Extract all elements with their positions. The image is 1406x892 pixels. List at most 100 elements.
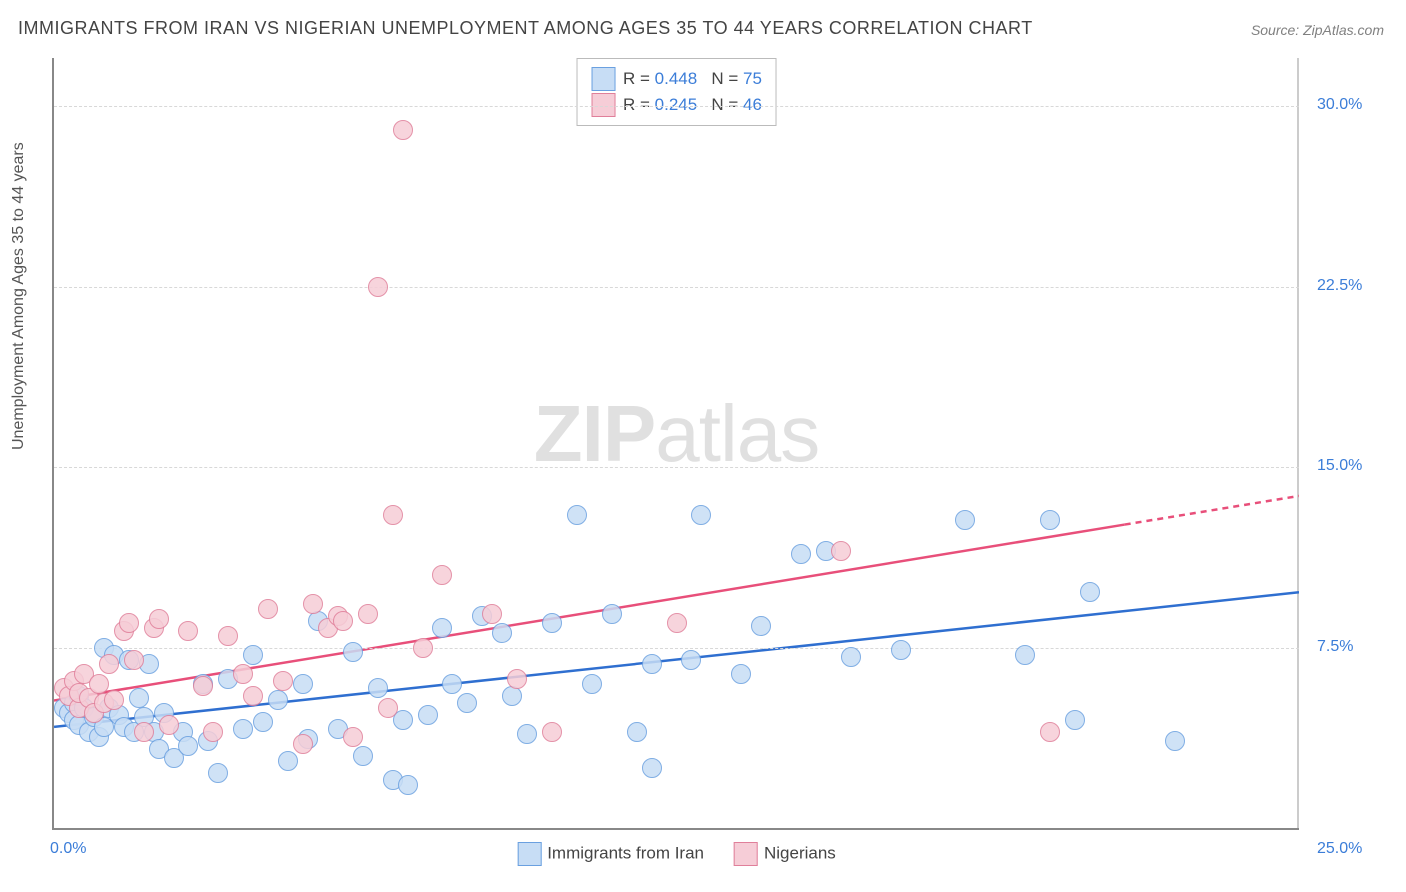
scatter-point bbox=[218, 626, 238, 646]
scatter-point bbox=[1040, 722, 1060, 742]
scatter-point bbox=[383, 505, 403, 525]
scatter-point bbox=[243, 645, 263, 665]
legend-swatch bbox=[517, 842, 541, 866]
scatter-point bbox=[333, 611, 353, 631]
scatter-point bbox=[358, 604, 378, 624]
scatter-point bbox=[104, 690, 124, 710]
scatter-point bbox=[1165, 731, 1185, 751]
scatter-plot-area: ZIPatlas R = 0.448 N = 75 R = 0.245 N = 4… bbox=[52, 58, 1299, 830]
scatter-point bbox=[393, 120, 413, 140]
legend-stats: R = 0.245 N = 46 bbox=[623, 95, 762, 115]
chart-title: IMMIGRANTS FROM IRAN VS NIGERIAN UNEMPLO… bbox=[18, 18, 1033, 39]
scatter-point bbox=[273, 671, 293, 691]
correlation-legend: R = 0.448 N = 75 R = 0.245 N = 46 bbox=[576, 58, 777, 126]
scatter-point bbox=[955, 510, 975, 530]
scatter-point bbox=[203, 722, 223, 742]
scatter-point bbox=[278, 751, 298, 771]
scatter-point bbox=[1040, 510, 1060, 530]
scatter-point bbox=[303, 594, 323, 614]
gridline-horizontal bbox=[54, 467, 1299, 468]
y-tick-label: 30.0% bbox=[1317, 96, 1362, 114]
scatter-point bbox=[413, 638, 433, 658]
trend-line bbox=[54, 592, 1299, 727]
scatter-point bbox=[253, 712, 273, 732]
scatter-point bbox=[124, 650, 144, 670]
scatter-point bbox=[353, 746, 373, 766]
legend-row: R = 0.448 N = 75 bbox=[591, 67, 762, 91]
scatter-point bbox=[368, 277, 388, 297]
scatter-point bbox=[119, 613, 139, 633]
scatter-point bbox=[243, 686, 263, 706]
gridline-horizontal bbox=[54, 648, 1299, 649]
scatter-point bbox=[627, 722, 647, 742]
x-tick-label: 25.0% bbox=[1317, 840, 1362, 858]
scatter-point bbox=[149, 609, 169, 629]
scatter-point bbox=[891, 640, 911, 660]
legend-stats: R = 0.448 N = 75 bbox=[623, 69, 762, 89]
scatter-point bbox=[1080, 582, 1100, 602]
watermark-bold: ZIP bbox=[534, 389, 655, 478]
scatter-point bbox=[432, 618, 452, 638]
legend-item: Nigerians bbox=[734, 842, 836, 866]
scatter-point bbox=[99, 654, 119, 674]
scatter-point bbox=[492, 623, 512, 643]
series-legend: Immigrants from Iran Nigerians bbox=[517, 842, 836, 866]
scatter-point bbox=[208, 763, 228, 783]
scatter-point bbox=[343, 642, 363, 662]
scatter-point bbox=[517, 724, 537, 744]
scatter-point bbox=[457, 693, 477, 713]
y-axis-label: Unemployment Among Ages 35 to 44 years bbox=[10, 142, 28, 450]
watermark: ZIPatlas bbox=[534, 388, 819, 480]
scatter-point bbox=[129, 688, 149, 708]
scatter-point bbox=[442, 674, 462, 694]
legend-label: Nigerians bbox=[764, 843, 836, 862]
scatter-point bbox=[159, 715, 179, 735]
y-tick-label: 7.5% bbox=[1317, 638, 1353, 656]
scatter-point bbox=[567, 505, 587, 525]
scatter-point bbox=[602, 604, 622, 624]
scatter-point bbox=[89, 674, 109, 694]
scatter-point bbox=[193, 676, 213, 696]
scatter-point bbox=[368, 678, 388, 698]
scatter-point bbox=[482, 604, 502, 624]
scatter-point bbox=[542, 613, 562, 633]
scatter-point bbox=[582, 674, 602, 694]
scatter-point bbox=[751, 616, 771, 636]
right-axis-border bbox=[1297, 58, 1299, 828]
scatter-point bbox=[791, 544, 811, 564]
chart-svg-overlay bbox=[54, 58, 1299, 828]
scatter-point bbox=[502, 686, 522, 706]
scatter-point bbox=[418, 705, 438, 725]
scatter-point bbox=[542, 722, 562, 742]
scatter-point bbox=[134, 722, 154, 742]
scatter-point bbox=[1065, 710, 1085, 730]
scatter-point bbox=[378, 698, 398, 718]
scatter-point bbox=[681, 650, 701, 670]
scatter-point bbox=[268, 690, 288, 710]
scatter-point bbox=[258, 599, 278, 619]
gridline-horizontal bbox=[54, 106, 1299, 107]
gridline-horizontal bbox=[54, 287, 1299, 288]
scatter-point bbox=[178, 621, 198, 641]
scatter-point bbox=[507, 669, 527, 689]
scatter-point bbox=[178, 736, 198, 756]
scatter-point bbox=[667, 613, 687, 633]
watermark-light: atlas bbox=[655, 389, 819, 478]
scatter-point bbox=[642, 654, 662, 674]
scatter-point bbox=[1015, 645, 1035, 665]
source-attribution: Source: ZipAtlas.com bbox=[1251, 22, 1384, 38]
trend-line-dashed bbox=[1125, 496, 1299, 525]
legend-swatch bbox=[591, 67, 615, 91]
scatter-point bbox=[233, 664, 253, 684]
scatter-point bbox=[398, 775, 418, 795]
scatter-point bbox=[831, 541, 851, 561]
scatter-point bbox=[432, 565, 452, 585]
scatter-point bbox=[642, 758, 662, 778]
x-tick-label: 0.0% bbox=[50, 840, 86, 858]
legend-row: R = 0.245 N = 46 bbox=[591, 93, 762, 117]
legend-label: Immigrants from Iran bbox=[547, 843, 704, 862]
scatter-point bbox=[691, 505, 711, 525]
scatter-point bbox=[731, 664, 751, 684]
scatter-point bbox=[293, 734, 313, 754]
scatter-point bbox=[841, 647, 861, 667]
